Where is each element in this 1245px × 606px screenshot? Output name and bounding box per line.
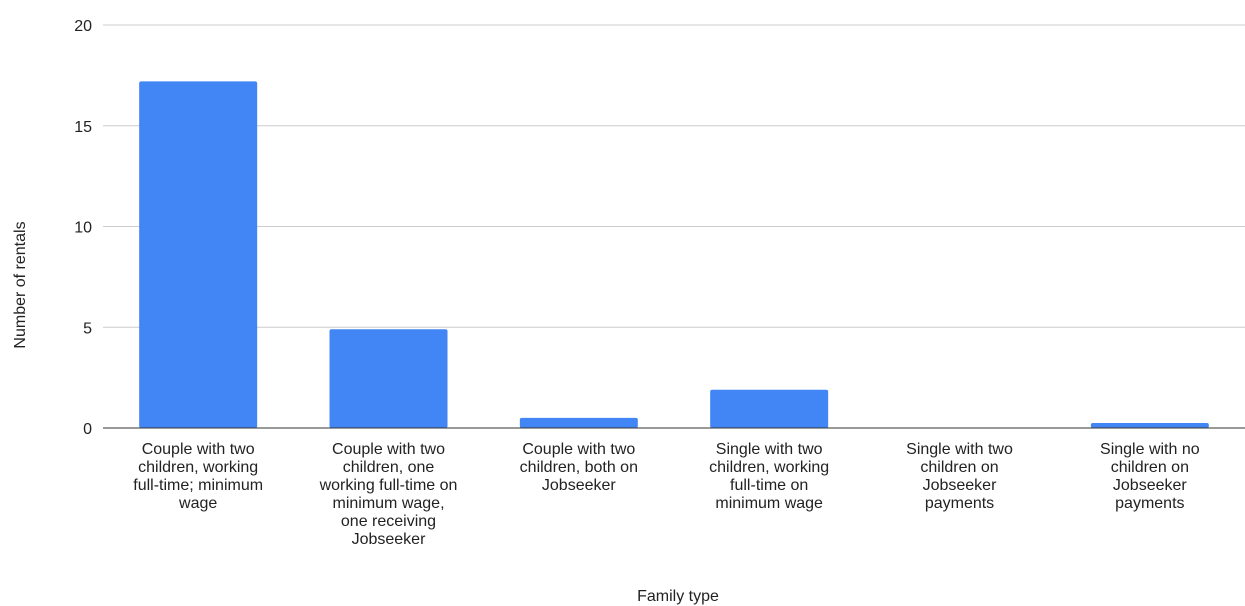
category-label-line: full-time; minimum bbox=[133, 477, 263, 494]
y-tick-label: 0 bbox=[83, 421, 92, 438]
bars bbox=[139, 81, 1209, 429]
category-label-line: Jobseeker bbox=[1113, 477, 1187, 494]
category-label-line: Couple with two bbox=[142, 441, 255, 458]
category-label-line: minimum wage, bbox=[332, 495, 444, 512]
category-label-line: minimum wage bbox=[715, 495, 823, 512]
category-label-line: wage bbox=[178, 495, 217, 512]
y-tick-label: 10 bbox=[74, 220, 92, 237]
category-label: Single with two children, working full-tim… bbox=[709, 441, 829, 512]
bar bbox=[710, 389, 829, 428]
bar bbox=[1090, 422, 1209, 428]
category-label: Couple with two children, one working full… bbox=[319, 441, 458, 548]
category-label-line: payments bbox=[925, 495, 994, 512]
category-label-line: Couple with two bbox=[522, 441, 635, 458]
category-label: Couple with two children, both on Jobseeke… bbox=[520, 441, 638, 494]
category-label-line: Single with two bbox=[906, 441, 1013, 458]
category-label-line: children, one bbox=[343, 459, 435, 476]
y-tick-label: 5 bbox=[83, 320, 92, 337]
category-label-line: Jobseeker bbox=[923, 477, 997, 494]
x-category-labels: Couple with two children, working full-tim… bbox=[133, 441, 1199, 548]
bar bbox=[519, 417, 638, 428]
category-label-line: one receiving bbox=[341, 513, 436, 530]
category-label: Single with two children on Jobseeker payme… bbox=[906, 441, 1013, 512]
category-label-line: children on bbox=[1111, 459, 1189, 476]
category-label-line: children, working bbox=[138, 459, 258, 476]
category-label-line: Single with two bbox=[716, 441, 823, 458]
category-label-line: children, both on bbox=[520, 459, 638, 476]
category-label-line: full-time on bbox=[730, 477, 808, 494]
bar bbox=[329, 329, 448, 428]
category-label-line: children, working bbox=[709, 459, 829, 476]
category-label-line: Single with no bbox=[1100, 441, 1200, 458]
bar bbox=[139, 81, 258, 429]
gridlines bbox=[103, 24, 1245, 328]
category-label-line: working full-time on bbox=[319, 477, 458, 494]
category-label: Single with no children on Jobseeker paymen… bbox=[1100, 441, 1200, 512]
category-label-line: children on bbox=[920, 459, 998, 476]
y-tick-label: 15 bbox=[74, 119, 92, 136]
category-label-line: payments bbox=[1115, 495, 1184, 512]
x-axis-title: Family type bbox=[637, 588, 719, 605]
category-label-line: Jobseeker bbox=[352, 531, 426, 548]
category-label-line: Couple with two bbox=[332, 441, 445, 458]
y-axis-title: Number of rentals bbox=[12, 221, 29, 348]
y-tick-label: 20 bbox=[74, 18, 92, 35]
category-label: Couple with two children, working full-tim… bbox=[133, 441, 263, 512]
y-tick-labels: 0 5 10 15 20 bbox=[74, 18, 92, 438]
category-label-line: Jobseeker bbox=[542, 477, 616, 494]
